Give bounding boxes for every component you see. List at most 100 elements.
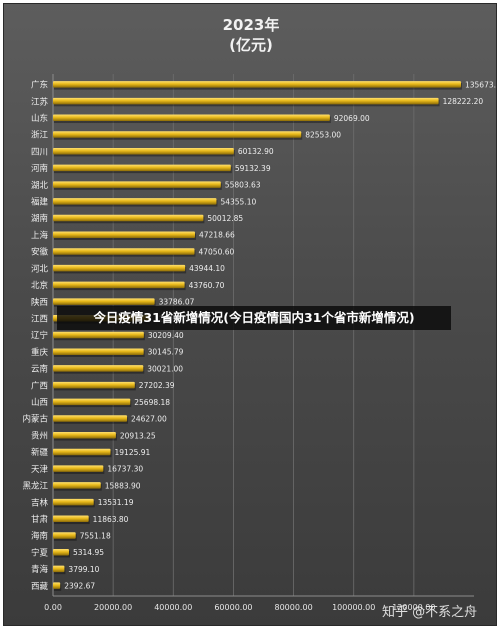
chart-frame: 2023年 (亿元) 广东 135673.16 江苏 128222.20 山东 92069… (3, 3, 497, 626)
bar-天津 (53, 465, 104, 472)
bar-辽宁 (53, 331, 144, 339)
bar-chart: 广东 135673.16 江苏 128222.20 山东 92069.00 浙江 82553.… (22, 74, 497, 612)
category-label: 河南 (31, 163, 48, 174)
value-label: 20913.25 (120, 431, 156, 440)
value-label: 135673.16 (465, 80, 497, 89)
bar-新疆 (53, 448, 111, 456)
bar-内蒙古 (53, 415, 128, 422)
category-label: 山西 (31, 397, 48, 408)
x-tick-label: 100000.00 (332, 603, 375, 612)
x-tick-label: 20000.00 (94, 603, 132, 612)
value-label: 27202.39 (139, 381, 175, 390)
chart-title: 2023年 (222, 16, 280, 34)
bar-浙江 (53, 131, 302, 138)
bar-河北 (53, 264, 186, 272)
value-label: 43944.10 (189, 264, 225, 273)
category-label: 安徽 (31, 247, 49, 258)
bar-广西 (53, 381, 135, 389)
category-label: 甘肃 (31, 514, 49, 525)
bar-云南 (53, 365, 144, 372)
value-label: 92069.00 (334, 114, 370, 123)
category-label: 湖南 (31, 213, 48, 224)
category-label: 吉林 (31, 497, 49, 508)
category-label: 云南 (31, 364, 48, 375)
value-label: 25698.18 (134, 398, 170, 407)
x-tick-label: 60000.00 (214, 603, 252, 612)
bar-山东 (53, 114, 330, 122)
bar-贵州 (53, 432, 116, 439)
category-label: 福建 (31, 197, 49, 208)
value-label: 24627.00 (131, 415, 167, 424)
category-label: 上海 (31, 230, 49, 241)
category-label: 四川 (31, 147, 48, 157)
value-label: 128222.20 (443, 97, 484, 106)
value-label: 59132.39 (235, 164, 271, 173)
bar-山西 (53, 398, 131, 406)
category-label: 天津 (31, 464, 49, 475)
category-label: 河北 (31, 263, 49, 274)
overlay-banner: 今日疫情31省新增情况(今日疫情国内31个省市新增情况) (57, 306, 451, 330)
category-label: 江西 (31, 314, 48, 324)
chart-subtitle: (亿元) (229, 36, 273, 54)
category-label: 广东 (31, 80, 48, 91)
category-label: 广西 (31, 380, 48, 391)
category-label: 西藏 (31, 581, 49, 592)
category-label: 浙江 (31, 130, 49, 141)
category-label: 宁夏 (31, 547, 49, 558)
value-label: 47218.66 (199, 231, 235, 240)
bar-河南 (53, 164, 231, 172)
value-label: 3799.10 (68, 565, 99, 574)
x-tick-label: 40000.00 (154, 603, 192, 612)
bar-甘肃 (53, 515, 89, 523)
value-label: 82553.00 (305, 130, 341, 139)
value-label: 13531.19 (98, 498, 134, 507)
category-label: 湖北 (31, 181, 49, 191)
value-label: 47050.60 (198, 247, 234, 256)
category-label: 山东 (31, 113, 48, 124)
value-label: 60132.90 (238, 147, 274, 156)
bar-江苏 (53, 97, 439, 105)
bar-上海 (53, 231, 195, 238)
bar-福建 (53, 198, 217, 205)
value-label: 30145.79 (148, 348, 184, 357)
value-label: 55803.63 (225, 181, 261, 190)
category-label: 黑龙江 (22, 481, 48, 492)
watermark: 知乎 @不系之舟 (382, 605, 478, 620)
value-label: 30021.00 (147, 364, 183, 373)
category-label: 北京 (31, 280, 48, 291)
category-label: 重庆 (31, 347, 49, 358)
value-label: 5314.95 (73, 548, 104, 557)
bar-黑龙江 (53, 482, 101, 489)
bar-四川 (53, 147, 234, 155)
category-label: 海南 (31, 531, 48, 542)
bar-青海 (53, 565, 65, 573)
bar-宁夏 (53, 548, 69, 556)
value-label: 43760.70 (189, 281, 225, 290)
bar-陕西 (53, 298, 155, 305)
value-label: 11863.80 (93, 515, 129, 524)
bar-安徽 (53, 248, 195, 255)
value-label: 16737.30 (107, 465, 143, 474)
value-label: 30209.40 (148, 331, 184, 340)
bar-北京 (53, 281, 185, 289)
bar-湖北 (53, 181, 221, 188)
value-label: 33786.07 (159, 298, 195, 307)
category-label: 贵州 (31, 430, 48, 441)
x-tick-label: 0.00 (44, 603, 62, 612)
category-label: 新疆 (31, 447, 49, 458)
value-label: 54355.10 (220, 197, 256, 206)
x-tick-label: 80000.00 (274, 603, 312, 612)
category-label: 内蒙古 (22, 414, 48, 425)
bar-湖南 (53, 214, 204, 222)
category-label: 江苏 (31, 96, 49, 107)
category-label: 辽宁 (31, 330, 48, 341)
x-tick-label: 120000.00 (392, 603, 435, 612)
value-label: 19125.91 (115, 448, 151, 457)
category-label: 陕西 (31, 297, 48, 308)
bar-吉林 (53, 498, 94, 506)
value-label: 2392.67 (64, 582, 95, 591)
bar-广东 (53, 81, 461, 88)
category-label: 青海 (31, 564, 49, 575)
value-label: 50012.85 (207, 214, 243, 223)
bar-重庆 (53, 348, 144, 355)
